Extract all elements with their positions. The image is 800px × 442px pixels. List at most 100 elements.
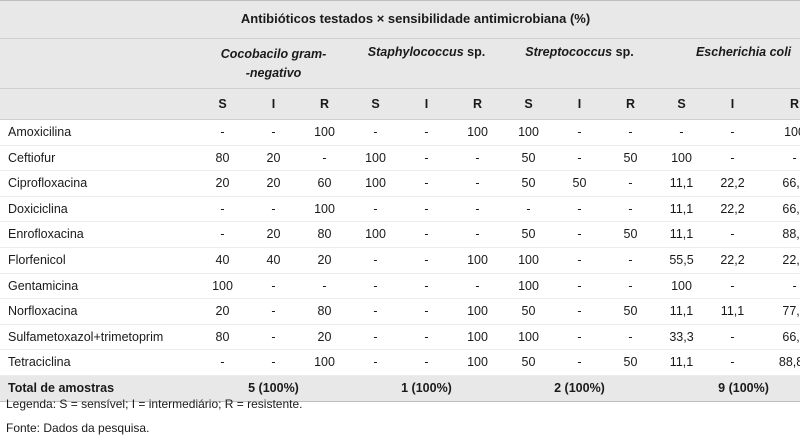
organism-name: Staphylococcus bbox=[367, 45, 464, 59]
table-cell: - bbox=[350, 119, 401, 146]
table-cell: 100 bbox=[452, 349, 503, 376]
table-cell: 22,2 bbox=[707, 170, 758, 197]
table-cell: - bbox=[758, 145, 800, 172]
table-cell: 11,1 bbox=[656, 298, 707, 325]
table-cell: 100 bbox=[350, 145, 401, 172]
table-cell: - bbox=[605, 247, 656, 274]
table-cell: - bbox=[248, 119, 299, 146]
table-row: Sulfametoxazol+trimetoprim 80-20- -100 100-… bbox=[0, 324, 800, 351]
table-cell: - bbox=[605, 273, 656, 300]
table-row: Gentamicina 100- - - - -100- -100- - bbox=[0, 273, 800, 300]
table-cell: - bbox=[350, 349, 401, 376]
table-cell: - bbox=[554, 247, 605, 274]
total-cell: 1 (100%) bbox=[350, 374, 503, 402]
table-row: Ceftiofur 80 20-100- -50-50 100- - bbox=[0, 145, 800, 172]
table-cell: - bbox=[656, 119, 707, 146]
table-cell: 50 bbox=[503, 145, 554, 172]
table-cell: - bbox=[248, 349, 299, 376]
drug-name: Enrofloxacina bbox=[0, 221, 197, 248]
table-cell: 88,88 bbox=[758, 349, 800, 376]
organism-header-escherichia: Escherichia coli bbox=[656, 38, 800, 89]
table-cell: 20 bbox=[299, 324, 350, 351]
table-cell: 100 bbox=[452, 119, 503, 146]
table-cell: 100 bbox=[503, 324, 554, 351]
table-cell: - bbox=[605, 119, 656, 146]
table-cell: 33,3 bbox=[656, 324, 707, 351]
table-cell: - bbox=[554, 196, 605, 223]
drug-name: Ceftiofur bbox=[0, 145, 197, 172]
organism-header-streptococcus: Streptococcus sp. bbox=[503, 38, 656, 89]
table-cell: 50 bbox=[554, 170, 605, 197]
table-cell: 80 bbox=[197, 324, 248, 351]
table-cell: - bbox=[248, 196, 299, 223]
table-cell: - bbox=[605, 324, 656, 351]
table-body: Amoxicilina--100--100100----100Ceftiofur… bbox=[0, 119, 800, 402]
table-cell: - bbox=[452, 273, 503, 300]
table-cell: 100 bbox=[350, 170, 401, 197]
header-blank bbox=[0, 38, 197, 89]
table-cell: 50 bbox=[605, 298, 656, 325]
table-cell: - bbox=[401, 170, 452, 197]
table-row: Ciprofloxacina 20 20 60 100- -50 50-11,1 22,2 66… bbox=[0, 170, 800, 197]
table-title: Antibióticos testados × sensibilidade an… bbox=[0, 0, 800, 39]
table-cell: - bbox=[554, 119, 605, 146]
table-cell: - bbox=[401, 221, 452, 248]
drug-name: Doxiciclina bbox=[0, 196, 197, 223]
table-cell: - bbox=[248, 324, 299, 351]
table-cell: - bbox=[197, 349, 248, 376]
table-cell: 80 bbox=[299, 221, 350, 248]
table-cell: - bbox=[248, 298, 299, 325]
sir-header-r: R bbox=[605, 88, 656, 120]
table-cell: 20 bbox=[248, 170, 299, 197]
table-cell: 11,1 bbox=[656, 221, 707, 248]
table-cell: 22,2 bbox=[707, 247, 758, 274]
organism-name-line2: -negativo bbox=[245, 66, 302, 80]
organism-name: Escherichia coli bbox=[695, 45, 792, 59]
table-cell: - bbox=[758, 273, 800, 300]
table-cell: 100 bbox=[452, 298, 503, 325]
table-cell: - bbox=[401, 324, 452, 351]
total-cell: 9 (100%) bbox=[656, 374, 800, 402]
table-cell: - bbox=[707, 324, 758, 351]
table-cell: - bbox=[401, 349, 452, 376]
total-cell: 2 (100%) bbox=[503, 374, 656, 402]
table-cell: - bbox=[503, 196, 554, 223]
table-cell: - bbox=[554, 221, 605, 248]
organism-name: Cocobacilo gram- bbox=[220, 47, 327, 61]
table-cell: - bbox=[554, 145, 605, 172]
table-cell: 100 bbox=[299, 349, 350, 376]
table-cell: 11,1 bbox=[707, 298, 758, 325]
table-cell: 66,6 bbox=[758, 324, 800, 351]
total-label: Total de amostras bbox=[0, 374, 197, 402]
table-cell: - bbox=[350, 247, 401, 274]
table-cell: 100 bbox=[299, 196, 350, 223]
table-cell: 60 bbox=[299, 170, 350, 197]
table-cell: - bbox=[350, 298, 401, 325]
table-cell: - bbox=[401, 119, 452, 146]
table-cell: - bbox=[299, 273, 350, 300]
drug-name: Ciprofloxacina bbox=[0, 170, 197, 197]
table-cell: 80 bbox=[197, 145, 248, 172]
table-cell: 20 bbox=[197, 170, 248, 197]
table-cell: 40 bbox=[248, 247, 299, 274]
table-cell: 88,8 bbox=[758, 221, 800, 248]
sir-header-s: S bbox=[197, 88, 248, 120]
table-cell: 100 bbox=[503, 247, 554, 274]
drug-name: Florfenicol bbox=[0, 247, 197, 274]
table-cell: 80 bbox=[299, 298, 350, 325]
organism-name-suffix: sp. bbox=[463, 45, 486, 59]
legend-note: Legenda: S = sensível; I = intermediário… bbox=[6, 397, 303, 411]
table-cell: 11,1 bbox=[656, 349, 707, 376]
sir-header-s: S bbox=[503, 88, 554, 120]
sir-header-s: S bbox=[656, 88, 707, 120]
table-cell: - bbox=[401, 145, 452, 172]
table-cell: 100 bbox=[452, 247, 503, 274]
drug-name: Norfloxacina bbox=[0, 298, 197, 325]
source-note: Fonte: Dados da pesquisa. bbox=[6, 421, 150, 435]
table-cell: 100 bbox=[452, 324, 503, 351]
table-cell: 22,2 bbox=[758, 247, 800, 274]
